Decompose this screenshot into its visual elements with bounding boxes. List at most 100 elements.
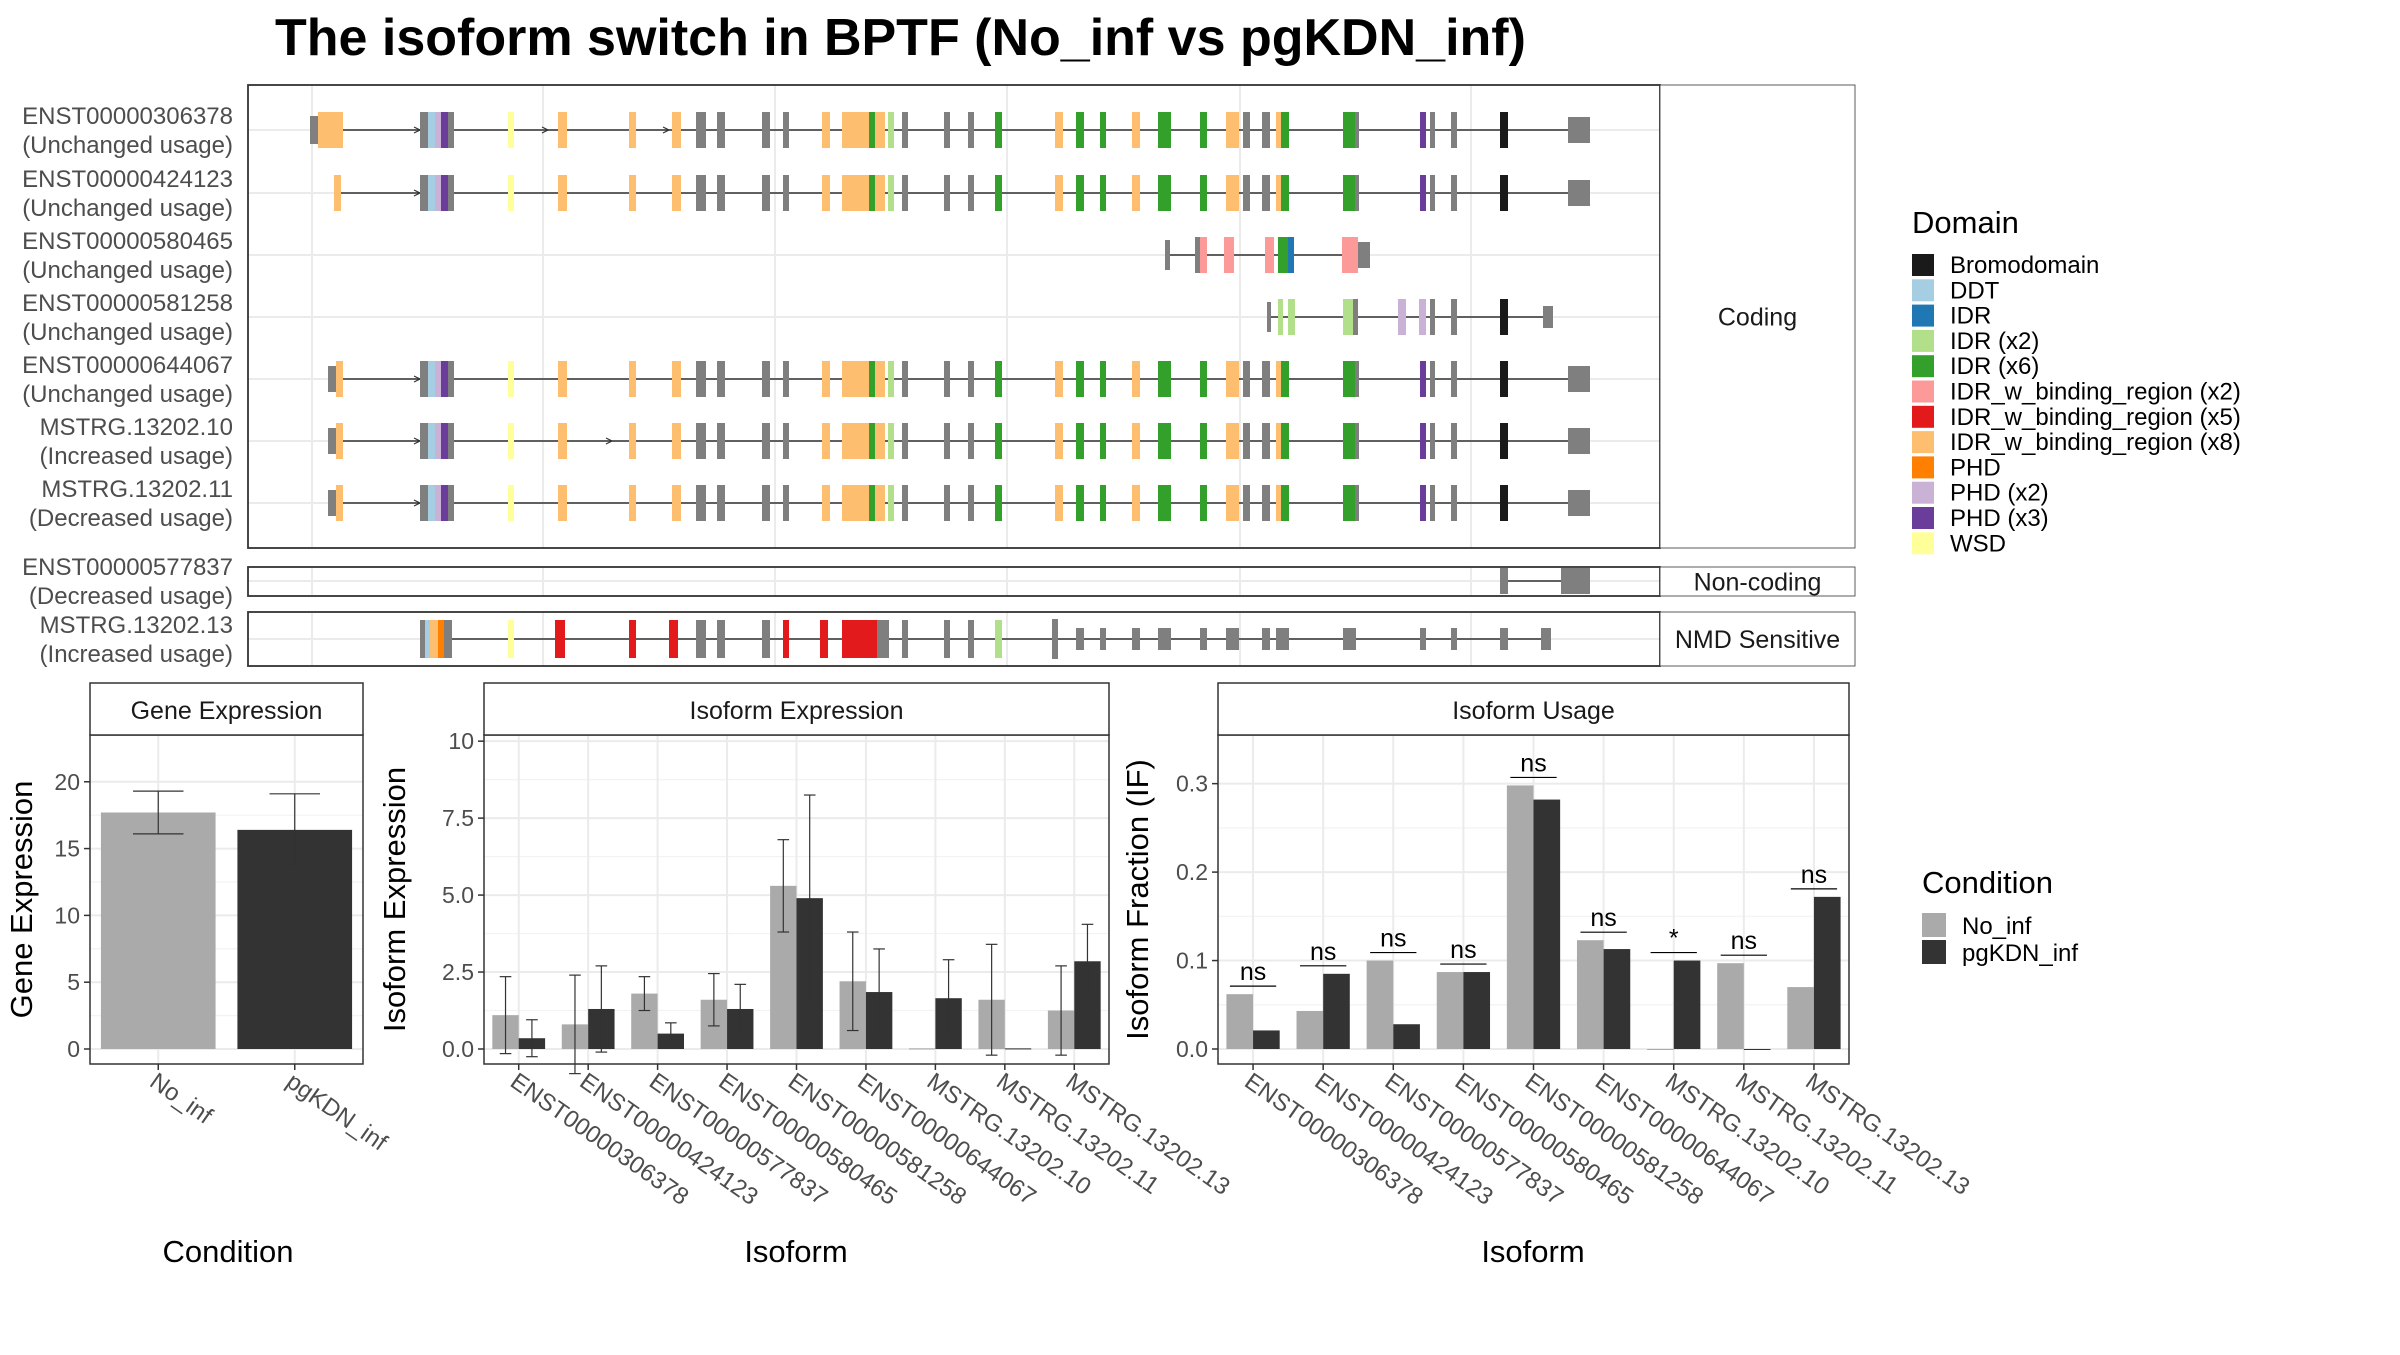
- exon: [888, 112, 894, 148]
- legend-key: [1912, 380, 1934, 403]
- exon: [1076, 175, 1084, 211]
- exon: [762, 620, 770, 658]
- exon: [1158, 361, 1171, 397]
- isoform-usage-label: (Decreased usage): [29, 505, 233, 532]
- exon: [842, 485, 851, 521]
- exon: [1420, 485, 1426, 521]
- exon: [1343, 361, 1356, 397]
- isoform-label: ENST00000577837: [22, 554, 233, 581]
- exon: [1132, 175, 1140, 211]
- exon: [1561, 568, 1590, 594]
- exon: [1358, 242, 1370, 268]
- exon: [1276, 361, 1284, 397]
- isoform-usage-label: (Decreased usage): [29, 583, 233, 610]
- exon: [1342, 237, 1358, 273]
- exon: [420, 175, 428, 211]
- isoform-usage-label: (Increased usage): [40, 641, 233, 668]
- exon: [1541, 628, 1551, 650]
- exon: [944, 112, 950, 148]
- legend-label: PHD (x2): [1950, 480, 2049, 507]
- exon: [717, 112, 725, 148]
- exon: [1200, 423, 1207, 459]
- exon: [1451, 175, 1457, 211]
- exon: [1224, 237, 1234, 273]
- isoform-usage-label: (Unchanged usage): [22, 195, 233, 222]
- exon: [672, 361, 681, 397]
- exon: [1281, 423, 1289, 459]
- exon: [822, 485, 830, 521]
- y-tick-label: 5: [67, 969, 80, 995]
- bar: [1004, 1048, 1032, 1050]
- exon: [438, 620, 444, 658]
- exon: [944, 620, 950, 658]
- exon: [669, 620, 678, 658]
- y-tick-label: 20: [54, 769, 80, 795]
- y-tick-label: 2.5: [442, 959, 474, 985]
- exon: [1568, 490, 1590, 516]
- exon: [783, 175, 789, 211]
- legend-key: [1922, 913, 1946, 937]
- bar: [1717, 963, 1744, 1049]
- exon: [875, 423, 885, 459]
- exon: [717, 361, 725, 397]
- exon: [420, 423, 428, 459]
- legend-label: IDR_w_binding_region (x5): [1950, 404, 2241, 431]
- exon: [334, 175, 341, 211]
- exon: [428, 485, 435, 521]
- exon: [1355, 423, 1359, 459]
- exon: [420, 620, 425, 658]
- exon: [1100, 628, 1106, 650]
- exon: [902, 620, 908, 658]
- exon: [508, 485, 514, 521]
- exon: [1100, 423, 1106, 459]
- x-tick-label: No_inf: [145, 1068, 218, 1130]
- exon: [944, 423, 950, 459]
- exon: [672, 112, 681, 148]
- y-axis-label: Isoform Fraction (IF): [1120, 759, 1155, 1040]
- legend-key: [1912, 431, 1934, 454]
- strand-arrow: [541, 126, 550, 134]
- exon: [1052, 619, 1058, 659]
- x-axis-label: Condition: [163, 1234, 294, 1269]
- bar: [1603, 949, 1631, 1049]
- exon: [1076, 485, 1084, 521]
- legend-key: [1912, 507, 1934, 529]
- exon: [851, 423, 857, 459]
- exon: [629, 361, 636, 397]
- exon: [1288, 237, 1294, 273]
- transcript-structures: [310, 112, 1590, 659]
- exon: [1500, 175, 1508, 211]
- exon: [696, 361, 706, 397]
- exon: [1543, 306, 1553, 328]
- exon: [1100, 485, 1106, 521]
- exon: [1500, 299, 1508, 335]
- significance-label: ns: [1520, 749, 1546, 777]
- exon: [851, 620, 859, 658]
- exon: [1420, 112, 1426, 148]
- exon: [435, 423, 441, 459]
- legend-label: IDR_w_binding_region (x8): [1950, 429, 2241, 456]
- bar: [1463, 972, 1491, 1049]
- exon: [869, 485, 875, 521]
- panel-strip: [1217, 682, 1850, 736]
- exon: [944, 361, 950, 397]
- isoform-usage-label: (Increased usage): [40, 443, 233, 470]
- exon: [888, 361, 894, 397]
- legend-key: [1922, 940, 1946, 964]
- exon: [1353, 299, 1358, 335]
- figure-title: The isoform switch in BPTF (No_inf vs pg…: [275, 9, 1526, 67]
- exon: [1200, 361, 1207, 397]
- exon: [1132, 112, 1140, 148]
- y-tick-label: 0.2: [1176, 859, 1208, 885]
- exon: [1100, 175, 1106, 211]
- exon: [420, 361, 428, 397]
- exon: [888, 423, 894, 459]
- exon: [1262, 628, 1270, 650]
- bar: [1296, 1010, 1324, 1049]
- strip-label: NMD Sensitive: [1675, 626, 1840, 654]
- exon: [328, 366, 336, 392]
- legend-label: Bromodomain: [1950, 252, 2099, 279]
- exon: [1200, 112, 1207, 148]
- exon: [762, 361, 770, 397]
- bar: [1673, 960, 1701, 1049]
